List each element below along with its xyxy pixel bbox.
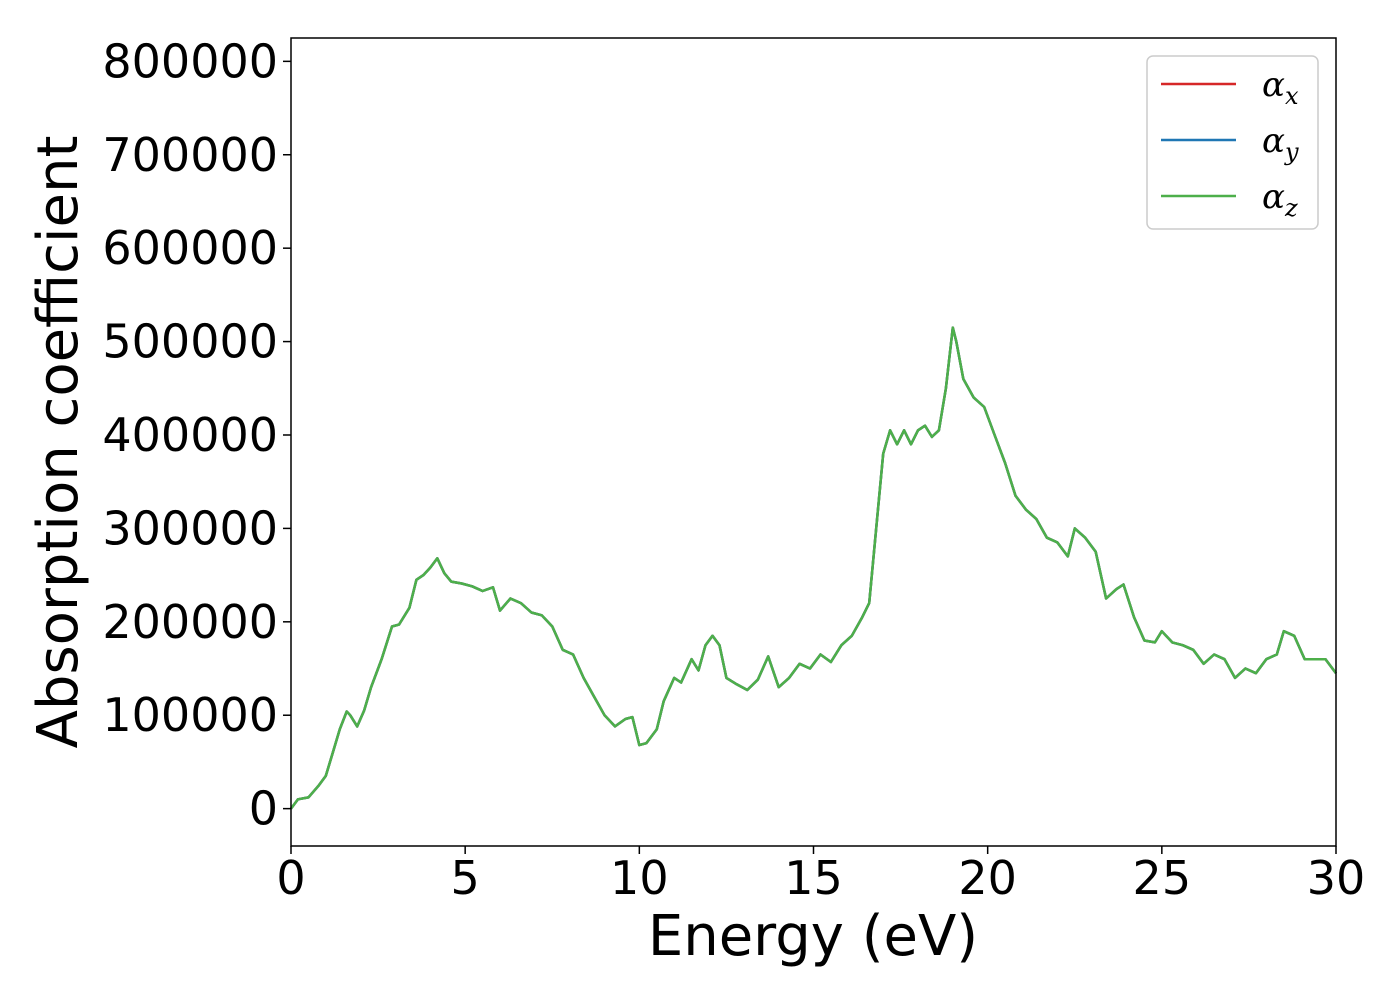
legend-subscript: z [1284,194,1298,222]
y-axis-ticks: 0 100000 200000 300000 400000 500000 600000 700… [102,34,291,836]
legend-box [1146,55,1319,230]
x-tick-label: 20 [958,851,1017,905]
x-axis-ticks: 0 5 10 15 20 25 30 [276,846,1365,905]
legend-symbol: α [1262,177,1285,217]
legend-symbol: α [1262,65,1285,105]
legend-label-y: αy [1262,121,1299,166]
legend-subscript: y [1284,138,1299,166]
y-tick-label: 300000 [102,501,278,555]
legend-symbol: α [1262,121,1285,161]
series-line-2 [290,326,1337,810]
x-tick-label: 30 [1307,851,1366,905]
legend-label-z: αz [1262,177,1298,222]
legend-label-x: αx [1262,65,1299,110]
x-tick-label: 15 [784,851,843,905]
x-tick-label: 25 [1133,851,1192,905]
y-tick-label: 600000 [102,221,278,275]
y-tick-label: 0 [249,782,278,836]
y-tick-label: 400000 [102,408,278,462]
y-tick-label: 700000 [102,128,278,182]
x-axis-label: Energy (eV) [648,904,978,969]
legend-subscript: x [1285,82,1299,110]
x-tick-label: 0 [276,851,305,905]
y-tick-label: 100000 [102,688,278,742]
y-tick-label: 800000 [102,34,278,88]
y-tick-label: 200000 [102,595,278,649]
series-layer [290,326,1337,810]
y-axis-label: Absorption coefficient [26,136,91,749]
x-tick-label: 5 [451,851,480,905]
x-tick-label: 10 [610,851,669,905]
y-tick-label: 500000 [102,315,278,369]
